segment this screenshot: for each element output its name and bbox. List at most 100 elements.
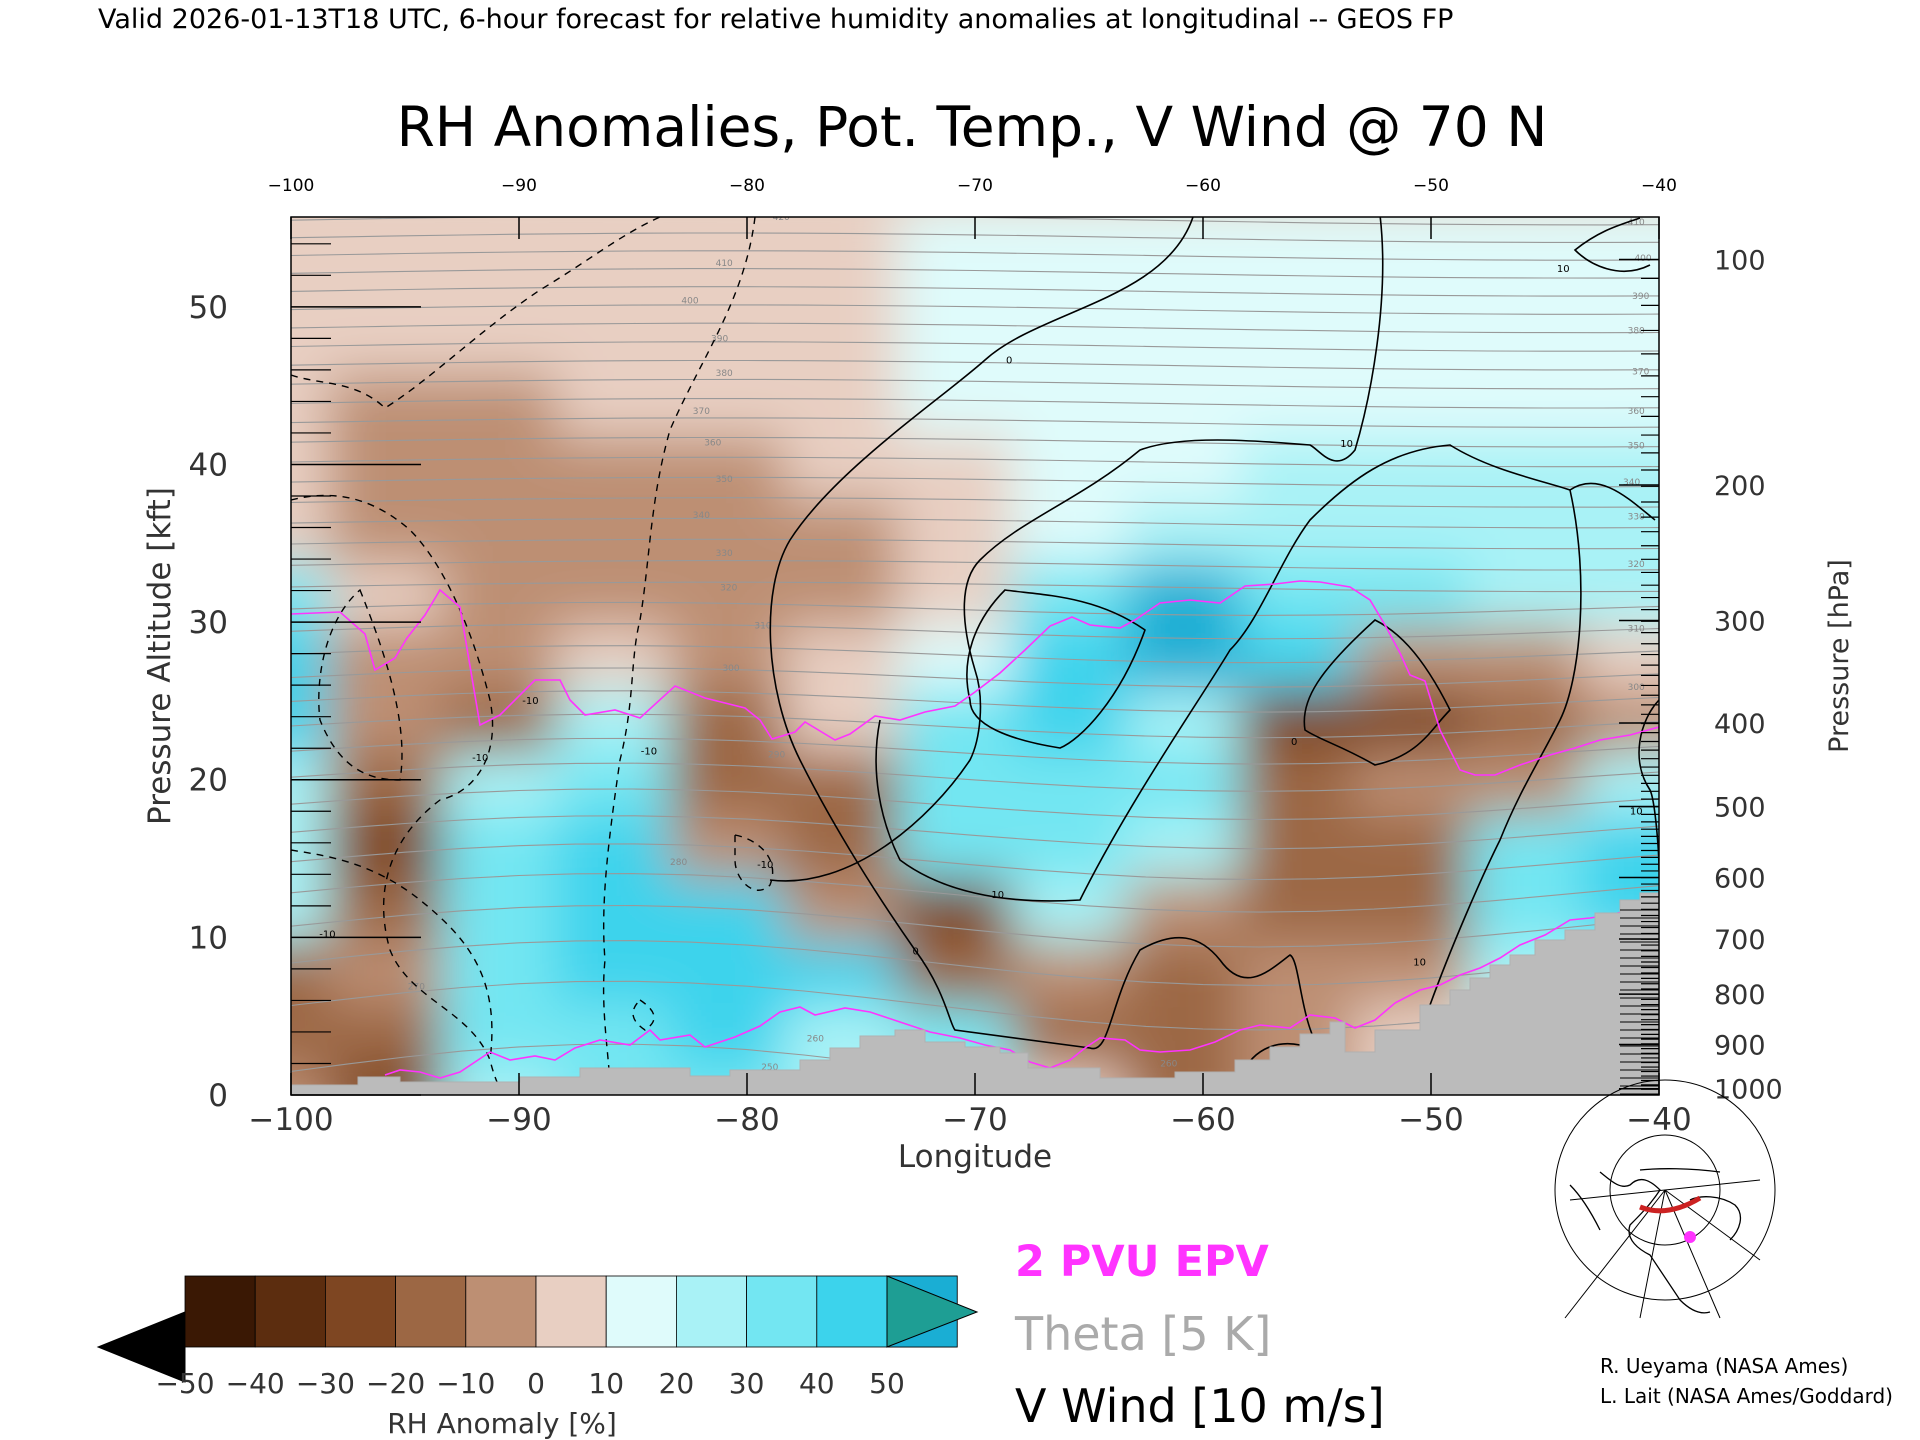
theta-contour-line xyxy=(291,476,1659,488)
colorbar-cell xyxy=(324,1275,396,1348)
x-tick-label: −50 xyxy=(1398,1102,1463,1138)
legend-epv: 2 PVU EPV xyxy=(1015,1237,1269,1287)
colorbar-tick-label: 20 xyxy=(659,1367,695,1400)
vwind-contour-label: 10 xyxy=(991,890,1004,901)
theta-contour-line xyxy=(291,601,1659,616)
theta-contour-labels: 420 410 400 390 380 370 360 350 340 330 320 310 300 2… xyxy=(408,217,1652,1073)
y-axis-right-minor-ticks xyxy=(1641,277,1659,1090)
x-axis-top: −100 −90 −80 −70 −60 −50 −40 xyxy=(268,176,1677,239)
credit-line-2: L. Lait (NASA Ames/Goddard) xyxy=(1600,1384,1893,1408)
vwind-neg-contour-southwest xyxy=(291,849,493,1061)
pressure-tick-label: 300 xyxy=(1714,607,1766,638)
pressure-tick-label: 700 xyxy=(1714,925,1766,956)
theta-contour-line xyxy=(291,341,1659,352)
terrain-hatching xyxy=(1620,909,1659,1095)
x-axis-label: Longitude xyxy=(898,1139,1052,1175)
locator-map-frame xyxy=(1560,1168,1760,1318)
epv-2pvu-surface-segment xyxy=(384,904,1659,1079)
y-tick-label: 20 xyxy=(189,763,228,799)
x-top-tick-label: −60 xyxy=(1185,176,1221,196)
colorbar-cell xyxy=(254,1275,326,1348)
x-tick-label: −70 xyxy=(942,1102,1007,1138)
pressure-tick-label: 400 xyxy=(1714,709,1766,740)
locator-map-meridians xyxy=(1564,1179,1761,1319)
y-axis-right-label: Pressure [hPa] xyxy=(1824,559,1855,753)
y-axis-left-label: Pressure Altitude [kft] xyxy=(142,487,178,825)
vwind-contour-label: -10 xyxy=(522,696,538,707)
vwind-ten-loop-central xyxy=(966,589,1146,749)
colorbar-tick-label: 40 xyxy=(799,1367,835,1400)
theta-contour-label: 350 xyxy=(1628,442,1645,452)
x-top-tick-label: −90 xyxy=(501,176,537,196)
valid-time-header: Valid 2026-01-13T18 UTC, 6-hour forecast… xyxy=(98,4,1453,35)
theta-contour-line xyxy=(291,815,1659,850)
pressure-tick-label: 200 xyxy=(1714,471,1766,502)
plot-area: 4204104003903803703603503403303203103002… xyxy=(189,176,1783,1138)
x-top-tick-label: −50 xyxy=(1413,176,1449,196)
theta-contour-label: 260 xyxy=(1160,1060,1177,1070)
theta-contour-line xyxy=(291,873,1659,913)
theta-contour-label: 320 xyxy=(720,584,737,594)
colorbar-tick-labels: −50 −40 −30 −20 −10 0 10 20 30 40 50 xyxy=(155,1367,904,1400)
theta-contour-label: 340 xyxy=(693,511,710,521)
theta-contour-label: 360 xyxy=(704,439,721,449)
pressure-tick-label: 600 xyxy=(1714,863,1766,894)
x-tick-label: −90 xyxy=(486,1102,551,1138)
y-tick-label: 50 xyxy=(189,290,228,326)
x-top-tick-label: −100 xyxy=(268,176,315,196)
theta-contour-label: 380 xyxy=(716,369,733,379)
colorbar-label: RH Anomaly [%] xyxy=(387,1407,617,1440)
theta-contour-line xyxy=(291,645,1659,664)
theta-contour-line xyxy=(291,436,1659,448)
vwind-zero-loop-east xyxy=(1303,619,1451,766)
colorbar-tick-label: −30 xyxy=(296,1367,355,1400)
theta-contour-label: 300 xyxy=(1628,683,1645,693)
theta-contour-label: 310 xyxy=(754,621,771,631)
vwind-neg-contour-north xyxy=(291,217,661,409)
theta-contour-label: 340 xyxy=(1623,478,1640,488)
vwind-contour-label: 10 xyxy=(1557,264,1570,275)
y-axis-left: 0 10 20 30 40 50 xyxy=(189,290,421,1114)
colorbar-tick-label: −50 xyxy=(155,1367,214,1400)
vwind-contour-label: -10 xyxy=(472,753,488,764)
terrain-mask xyxy=(291,892,1659,1095)
colorbar: −50 −40 −30 −20 −10 0 10 20 30 40 50 RH Anomaly [%… xyxy=(96,1275,979,1440)
vwind-neg-loop-west xyxy=(318,588,403,781)
locator-map-section-line xyxy=(1639,1195,1702,1214)
x-top-tick-label: −40 xyxy=(1641,176,1677,196)
theta-contour-line xyxy=(291,690,1659,713)
y-tick-label: 0 xyxy=(208,1078,228,1114)
legend-theta: Theta [5 K] xyxy=(1014,1307,1271,1361)
rh-anomaly-field xyxy=(291,217,1659,1095)
theta-contour-label: 370 xyxy=(693,407,710,417)
vwind-contour-label: 10 xyxy=(1413,958,1426,969)
theta-contour-line xyxy=(291,398,1659,409)
vwind-neg-loop-middle xyxy=(734,834,774,891)
x-tick-label: −80 xyxy=(714,1102,779,1138)
x-tick-label: −40 xyxy=(1626,1102,1691,1138)
theta-contour-label: 330 xyxy=(1628,513,1645,523)
theta-contour-line xyxy=(291,713,1659,739)
colorbar-cell xyxy=(395,1275,467,1348)
vwind-loop-east-edge xyxy=(1638,699,1659,871)
colorbar-cells xyxy=(184,1275,958,1348)
locator-map-latitude-ring-outer xyxy=(1554,1079,1776,1301)
theta-contour-line xyxy=(291,456,1659,468)
pressure-tick-label: 800 xyxy=(1714,980,1766,1011)
pressure-tick-label: 1000 xyxy=(1714,1075,1783,1106)
locator-map-point xyxy=(1684,1231,1696,1243)
theta-contour-label: 370 xyxy=(1632,368,1649,378)
theta-contour-line xyxy=(291,517,1659,529)
y-axis-left-minor-ticks xyxy=(291,243,331,1065)
theta-contour-label: 260 xyxy=(807,1034,824,1044)
locator-map-coastline xyxy=(1569,1168,1742,1314)
theta-contour-label: 300 xyxy=(722,664,739,674)
chart-title: RH Anomalies, Pot. Temp., V Wind @ 70 N xyxy=(397,95,1548,159)
colorbar-tick-label: −20 xyxy=(366,1367,425,1400)
colorbar-cell xyxy=(465,1275,537,1348)
theta-contour-line xyxy=(291,560,1659,571)
theta-contour-line xyxy=(291,268,1659,279)
colorbar-tick-label: 30 xyxy=(729,1367,765,1400)
pressure-tick-label: 900 xyxy=(1714,1031,1766,1062)
vwind-neg-contour-central xyxy=(602,217,756,1091)
